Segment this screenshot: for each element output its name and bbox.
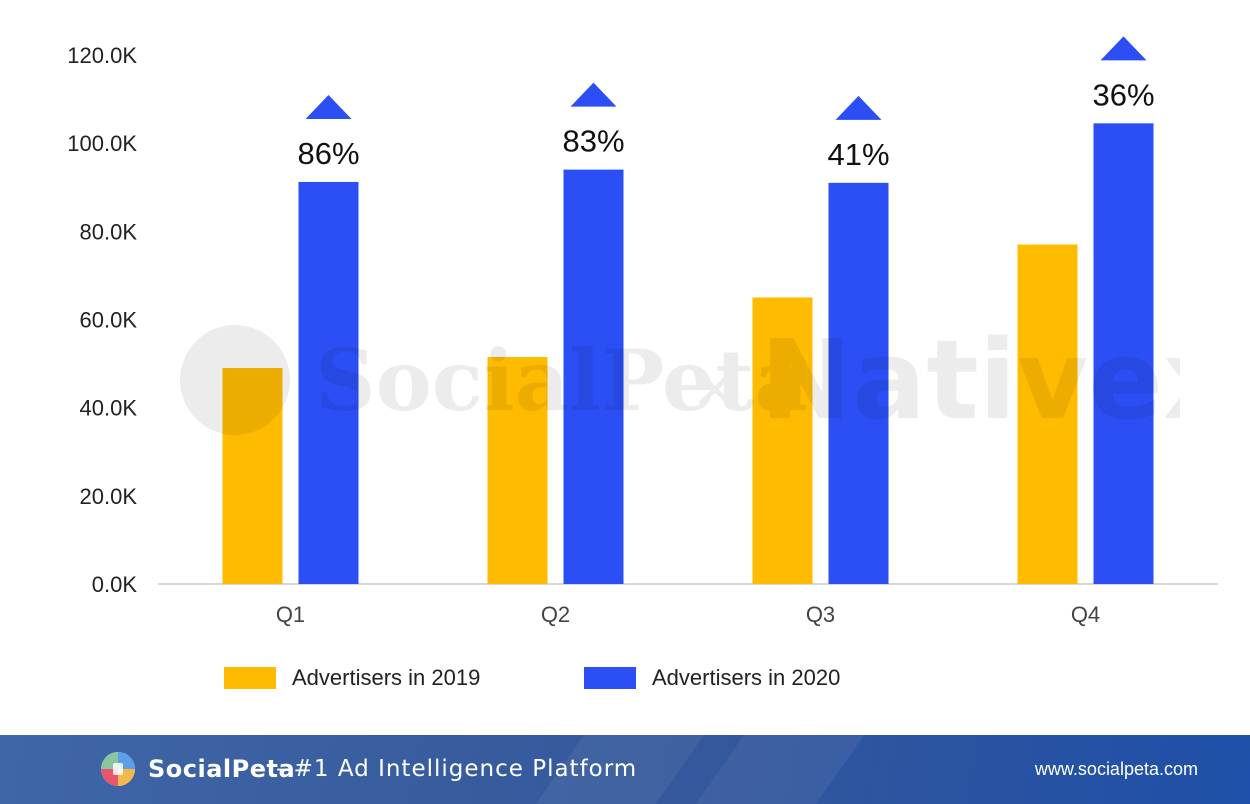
bar-2020-q1 [298,181,359,584]
x-tick-label: Q2 [541,602,570,627]
legend-swatch-2020 [584,667,636,689]
legend-label-2019: Advertisers in 2019 [292,665,481,690]
bar-2019-q2 [487,356,548,584]
bar-chart: 0.0K 20.0K 40.0K 60.0K 80.0K 100.0K 120.0K Q1 86… [67,36,1218,627]
growth-arrow-up-icon [835,95,882,120]
y-tick-label: 60.0K [80,308,138,333]
legend: Advertisers in 2019 Advertisers in 2020 [0,665,1250,695]
x-tick-label: Q3 [806,602,835,627]
y-tick-label: 120.0K [67,43,137,68]
chart-area: 0.0K 20.0K 40.0K 60.0K 80.0K 100.0K 120.0K Q1 86… [0,36,1250,695]
growth-label-q1: 86% [297,136,359,171]
footer-banner: SocialPeta - #1 Ad Intelligence Platform… [0,735,1250,804]
growth-arrow-up-icon [570,82,617,107]
legend-item-2020: Advertisers in 2020 [584,665,840,691]
x-tick-label: Q1 [276,602,305,627]
growth-arrow-up-icon [305,94,352,119]
legend-swatch-2019 [224,667,276,689]
growth-label-q4: 36% [1092,77,1154,112]
x-tick-label: Q4 [1071,602,1100,627]
legend-label-2020: Advertisers in 2020 [652,665,841,690]
growth-label-q3: 41% [827,137,889,172]
legend-item-2019: Advertisers in 2019 [224,665,480,691]
bar-2020-q2 [563,169,624,584]
bar-2019-q1 [222,367,283,584]
footer-url-link[interactable]: www.socialpeta.com [1034,759,1198,779]
growth-arrow-up-icon [1100,36,1147,61]
footer-stripe [695,735,865,804]
y-tick-label: 100.0K [67,131,137,156]
growth-label-q2: 83% [562,124,624,159]
bar-2020-q4 [1093,123,1154,585]
footer-tagline: - #1 Ad Intelligence Platform [276,756,638,782]
bar-2019-q3 [752,297,813,584]
y-tick-label: 0.0K [92,572,138,597]
socialpeta-logo-icon [101,752,135,786]
y-tick-label: 40.0K [80,396,138,421]
bar-2020-q3 [828,182,889,584]
y-tick-label: 80.0K [80,219,138,244]
bar-2019-q4 [1017,244,1078,584]
footer-brand: SocialPeta [148,755,296,783]
y-tick-label: 20.0K [80,484,138,509]
